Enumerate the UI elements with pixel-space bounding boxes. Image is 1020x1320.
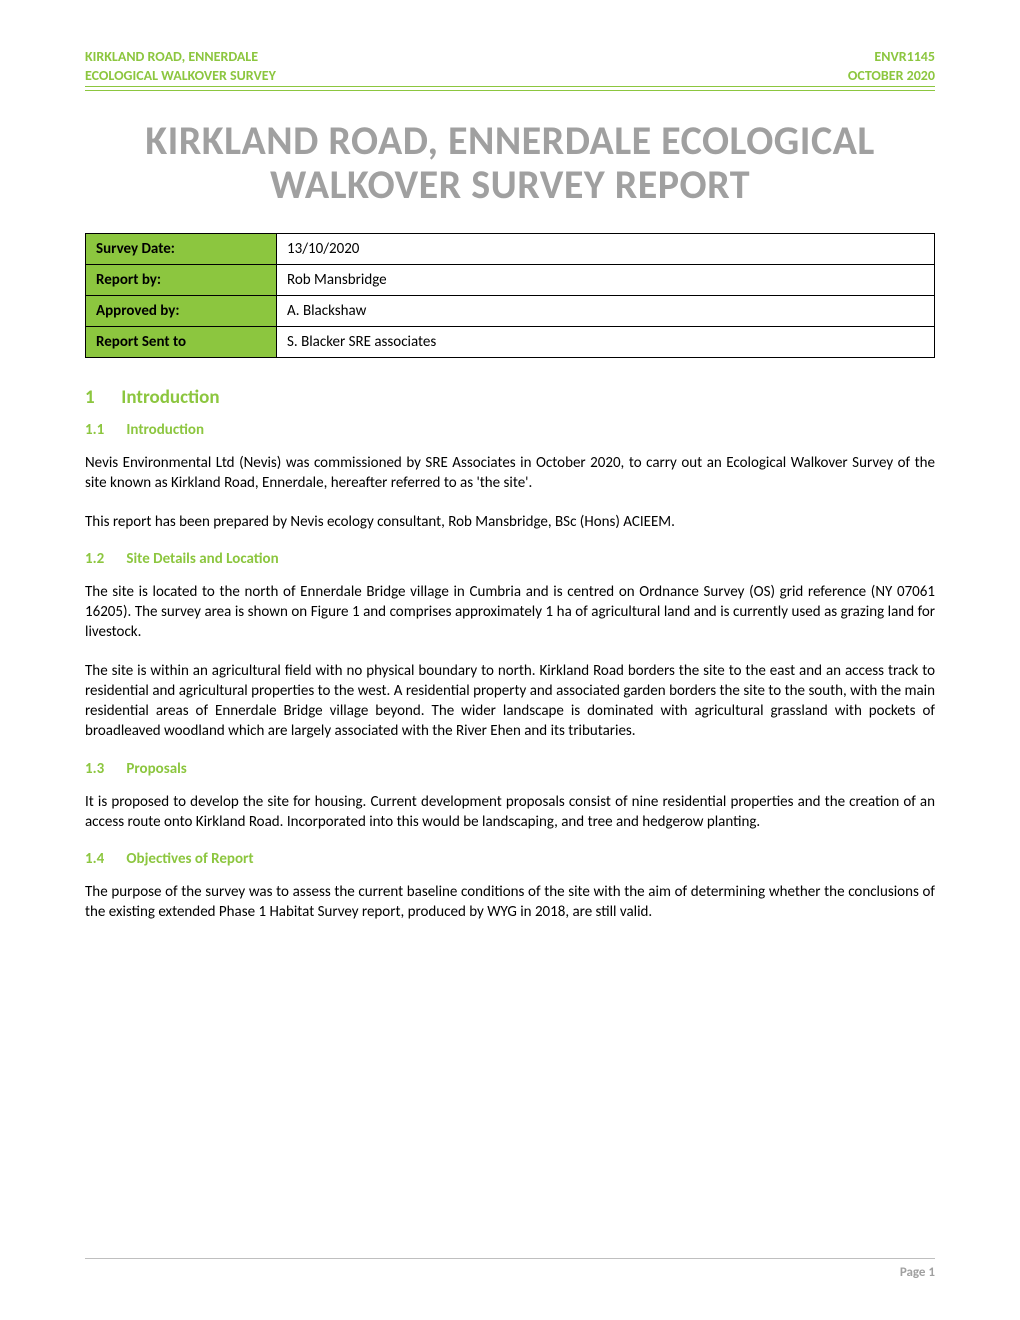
info-value: Rob Mansbridge: [277, 265, 935, 296]
header-right-2: OCTOBER 2020: [848, 67, 935, 84]
footer: Page 1: [85, 1258, 935, 1280]
table-row: Report Sent to S. Blacker SRE associates: [86, 327, 935, 358]
paragraph: This report has been prepared by Nevis e…: [85, 512, 935, 532]
page: KIRKLAND ROAD, ENNERDALE ENVR1145 ECOLOG…: [0, 0, 1020, 1320]
subsection-title: Site Details and Location: [126, 550, 278, 568]
section-number: 1: [85, 386, 117, 409]
page-number: Page 1: [85, 1265, 935, 1280]
section-title: Introduction: [121, 386, 219, 409]
subsection-heading-1-2: 1.2 Site Details and Location: [85, 550, 935, 568]
subsection-number: 1.1: [85, 421, 123, 439]
info-label: Report Sent to: [86, 327, 277, 358]
subsection-number: 1.4: [85, 850, 123, 868]
page-title: KIRKLAND ROAD, ENNERDALE ECOLOGICAL WALK…: [85, 119, 935, 207]
header-divider: [85, 86, 935, 91]
info-value: A. Blackshaw: [277, 296, 935, 327]
header-left-1: KIRKLAND ROAD, ENNERDALE: [85, 48, 258, 65]
header-row-2: ECOLOGICAL WALKOVER SURVEY OCTOBER 2020: [85, 67, 935, 84]
subsection-number: 1.3: [85, 760, 123, 778]
info-label: Approved by:: [86, 296, 277, 327]
table-row: Report by: Rob Mansbridge: [86, 265, 935, 296]
subsection-title: Introduction: [126, 421, 204, 439]
header-row-1: KIRKLAND ROAD, ENNERDALE ENVR1145: [85, 48, 935, 65]
subsection-heading-1-1: 1.1 Introduction: [85, 421, 935, 439]
paragraph: It is proposed to develop the site for h…: [85, 792, 935, 833]
subsection-title: Objectives of Report: [126, 850, 253, 868]
header-right-1: ENVR1145: [874, 48, 935, 65]
subsection-heading-1-3: 1.3 Proposals: [85, 760, 935, 778]
info-value: S. Blacker SRE associates: [277, 327, 935, 358]
table-row: Approved by: A. Blackshaw: [86, 296, 935, 327]
header-left-2: ECOLOGICAL WALKOVER SURVEY: [85, 67, 276, 84]
paragraph: The purpose of the survey was to assess …: [85, 882, 935, 923]
info-value: 13/10/2020: [277, 234, 935, 265]
subsection-number: 1.2: [85, 550, 123, 568]
info-table: Survey Date: 13/10/2020 Report by: Rob M…: [85, 233, 935, 358]
subsection-heading-1-4: 1.4 Objectives of Report: [85, 850, 935, 868]
table-row: Survey Date: 13/10/2020: [86, 234, 935, 265]
paragraph: Nevis Environmental Ltd (Nevis) was comm…: [85, 453, 935, 494]
section-heading-1: 1 Introduction: [85, 386, 935, 409]
info-label: Survey Date:: [86, 234, 277, 265]
footer-divider: [85, 1258, 935, 1259]
paragraph: The site is within an agricultural field…: [85, 661, 935, 742]
subsection-title: Proposals: [126, 760, 186, 778]
paragraph: The site is located to the north of Enne…: [85, 582, 935, 643]
info-label: Report by:: [86, 265, 277, 296]
